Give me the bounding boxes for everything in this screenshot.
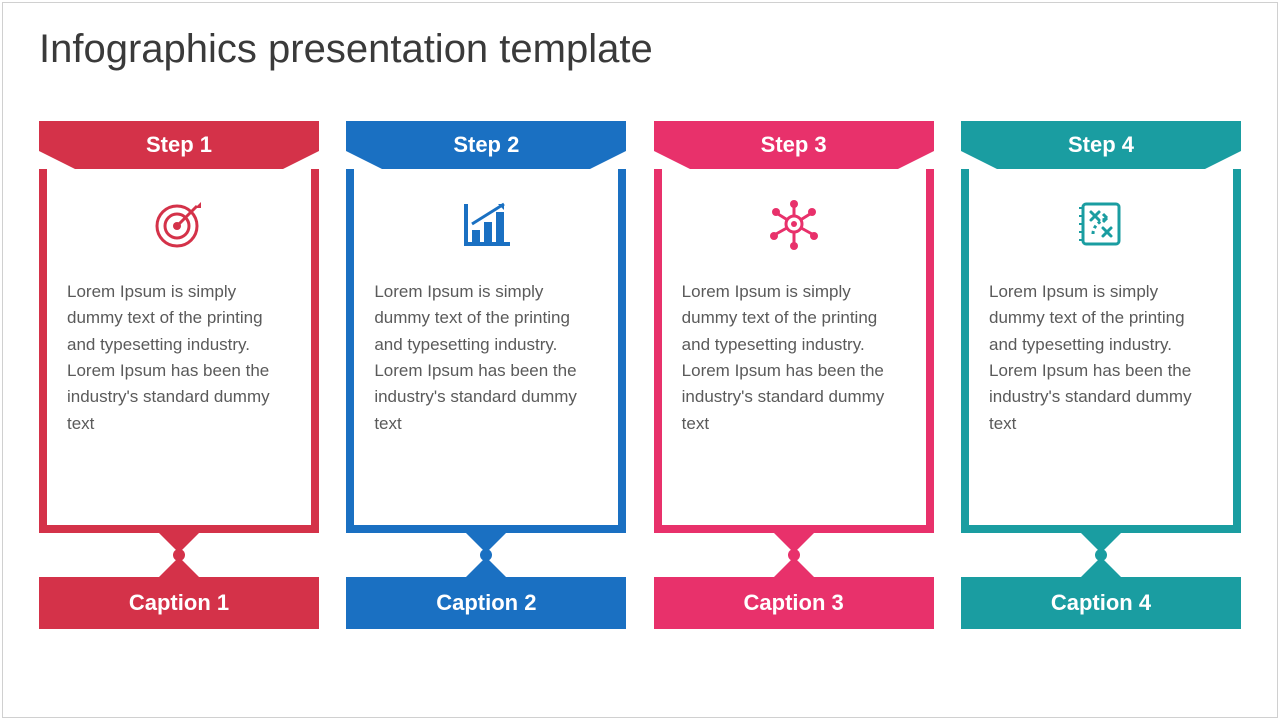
card-1-box: Step 1 Lorem Ipsum is simply dummy text … — [39, 121, 319, 533]
network-icon — [662, 169, 926, 279]
card-4-step-label: Step 4 — [1068, 132, 1134, 158]
card-2-caption-label: Caption 2 — [436, 590, 536, 616]
strategy-icon — [969, 169, 1233, 279]
card-4: Step 4 — [961, 121, 1241, 629]
card-1: Step 1 Lorem Ipsum is simply dummy text … — [39, 121, 319, 629]
card-2-step-label: Step 2 — [453, 132, 519, 158]
card-4-body: Lorem Ipsum is simply dummy text of the … — [969, 279, 1233, 437]
card-3-caption: Caption 3 — [654, 577, 934, 629]
card-1-caption: Caption 1 — [39, 577, 319, 629]
card-2-header: Step 2 — [346, 121, 626, 169]
card-3-header: Step 3 — [654, 121, 934, 169]
card-1-caption-label: Caption 1 — [129, 590, 229, 616]
card-4-caption: Caption 4 — [961, 577, 1241, 629]
card-1-body: Lorem Ipsum is simply dummy text of the … — [47, 279, 311, 437]
cards-row: Step 1 Lorem Ipsum is simply dummy text … — [39, 121, 1241, 629]
card-2: Step 2 Lorem Ipsum is simply dummy text … — [346, 121, 626, 629]
card-3-connector — [654, 533, 934, 577]
card-2-connector — [346, 533, 626, 577]
card-4-box: Step 4 — [961, 121, 1241, 533]
card-1-step-label: Step 1 — [146, 132, 212, 158]
card-4-caption-label: Caption 4 — [1051, 590, 1151, 616]
card-3-box: Step 3 — [654, 121, 934, 533]
card-3-body: Lorem Ipsum is simply dummy text of the … — [662, 279, 926, 437]
target-icon — [47, 169, 311, 279]
slide: Infographics presentation template Step … — [2, 2, 1278, 718]
card-3: Step 3 — [654, 121, 934, 629]
page-title: Infographics presentation template — [39, 27, 653, 72]
card-2-body: Lorem Ipsum is simply dummy text of the … — [354, 279, 618, 437]
card-2-caption: Caption 2 — [346, 577, 626, 629]
card-3-step-label: Step 3 — [761, 132, 827, 158]
card-4-header: Step 4 — [961, 121, 1241, 169]
bar-chart-icon — [354, 169, 618, 279]
card-1-header: Step 1 — [39, 121, 319, 169]
card-2-box: Step 2 Lorem Ipsum is simply dummy text … — [346, 121, 626, 533]
card-3-caption-label: Caption 3 — [744, 590, 844, 616]
card-1-connector — [39, 533, 319, 577]
card-4-connector — [961, 533, 1241, 577]
